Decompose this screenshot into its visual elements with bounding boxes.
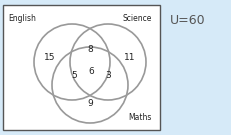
Text: 6: 6	[88, 67, 94, 75]
Text: Science: Science	[123, 14, 152, 23]
Text: 15: 15	[44, 53, 56, 62]
Text: 3: 3	[105, 72, 111, 80]
Text: Maths: Maths	[129, 113, 152, 122]
FancyBboxPatch shape	[3, 5, 160, 130]
Text: 11: 11	[124, 53, 136, 62]
Text: U=60: U=60	[170, 14, 206, 27]
Text: 8: 8	[87, 45, 93, 55]
Text: 5: 5	[71, 72, 77, 80]
Text: 9: 9	[87, 99, 93, 109]
Text: English: English	[8, 14, 36, 23]
